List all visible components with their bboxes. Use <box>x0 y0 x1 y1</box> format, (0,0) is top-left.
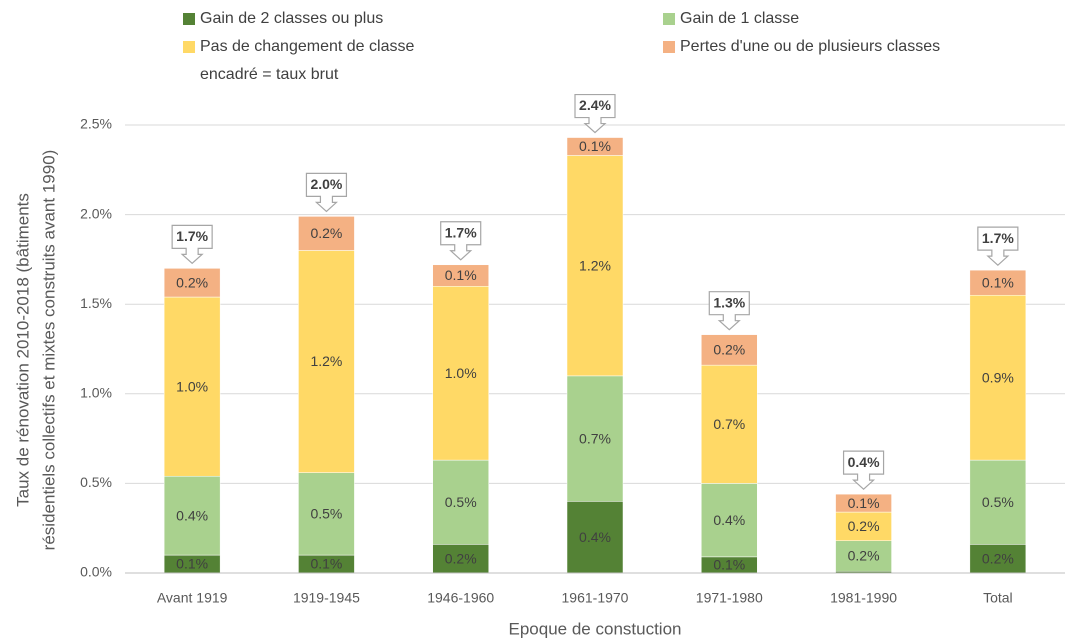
y-axis-title: résidentiels collectifs et mixtes constr… <box>39 150 58 551</box>
total-label: 1.7% <box>445 224 477 240</box>
x-tick-label: 1961-1970 <box>562 590 629 606</box>
x-tick-label: 1981-1990 <box>830 590 897 606</box>
x-tick-label: 1919-1945 <box>293 590 360 606</box>
bar-segment <box>163 268 221 298</box>
total-callout <box>440 221 482 261</box>
legend-swatch <box>183 41 195 53</box>
data-label: 0.1% <box>445 267 477 283</box>
bar-segment <box>701 483 758 558</box>
legend-swatch <box>183 13 195 25</box>
total-label: 1.7% <box>176 228 208 244</box>
data-label: 0.7% <box>579 430 611 446</box>
data-label: 0.2% <box>713 342 745 358</box>
bar-segment <box>432 264 489 287</box>
data-label: 0.7% <box>713 416 745 432</box>
data-label: 0.1% <box>713 557 745 573</box>
data-label: 0.5% <box>445 494 477 510</box>
y-tick-label: 2.5% <box>80 116 112 132</box>
bar-segment <box>835 493 892 513</box>
data-label: 0.2% <box>982 550 1014 566</box>
data-label: 1.2% <box>579 257 611 273</box>
y-axis-title: Taux de rénovation 2010-2018 (bâtiments <box>13 193 32 507</box>
bar-segment <box>969 269 1027 296</box>
y-tick-label: 1.0% <box>80 385 112 401</box>
y-tick-label: 2.0% <box>80 205 112 221</box>
x-tick-label: Total <box>983 590 1013 606</box>
data-label: 0.5% <box>982 494 1014 510</box>
legend-label: Gain de 1 classe <box>680 10 799 27</box>
data-label: 0.1% <box>982 274 1014 290</box>
data-label: 0.5% <box>310 506 342 522</box>
y-tick-label: 1.5% <box>80 295 112 311</box>
data-label: 1.0% <box>445 365 477 381</box>
legend-label: Pas de changement de classe <box>200 38 414 55</box>
data-label: 1.2% <box>310 353 342 369</box>
bar-segment <box>969 544 1027 574</box>
total-label: 0.4% <box>848 454 880 470</box>
total-label: 2.0% <box>310 176 342 192</box>
x-tick-label: 1971-1980 <box>696 590 763 606</box>
data-label: 0.1% <box>310 556 342 572</box>
total-label: 1.7% <box>982 230 1014 246</box>
data-label: 0.2% <box>848 518 880 534</box>
legend-label: Gain de 2 classes ou plus <box>200 10 383 27</box>
data-label: 0.2% <box>445 550 477 566</box>
bar-segment <box>835 511 892 541</box>
data-label: 0.4% <box>579 529 611 545</box>
data-label: 0.1% <box>176 556 208 572</box>
bar-segment <box>566 137 624 156</box>
x-tick-label: Avant 1919 <box>157 590 228 606</box>
bar-segment <box>969 294 1027 461</box>
total-callout <box>305 172 348 213</box>
data-label: 0.4% <box>713 512 745 528</box>
bar-segment <box>566 501 624 574</box>
total-label: 2.4% <box>579 97 611 113</box>
total-label: 1.3% <box>713 294 745 310</box>
legend-label: Pertes d'une ou de plusieurs classes <box>680 38 940 55</box>
bar-segment <box>701 334 758 366</box>
legend-swatch <box>663 41 675 53</box>
data-label: 0.1% <box>579 138 611 154</box>
total-callout <box>171 224 213 265</box>
legend-swatch <box>663 13 675 25</box>
data-label: 0.2% <box>176 274 208 290</box>
x-axis-title: Epoque de constuction <box>509 619 682 638</box>
bar-segment <box>432 459 489 545</box>
total-callout <box>574 93 616 134</box>
y-tick-label: 0.5% <box>80 474 112 490</box>
bar-segment <box>163 296 221 477</box>
total-callout <box>708 291 750 331</box>
legend-note: encadré = taux brut <box>200 66 339 83</box>
total-callout <box>842 450 885 490</box>
bar-segment <box>432 286 489 461</box>
bar-segment <box>701 364 758 484</box>
bar-segment <box>298 216 355 251</box>
y-tick-label: 0.0% <box>80 564 112 580</box>
bar-segment <box>566 375 624 502</box>
data-label: 0.2% <box>848 548 880 564</box>
bar-segment <box>163 475 221 556</box>
data-label: 0.9% <box>982 369 1014 385</box>
bar-segment <box>835 540 892 572</box>
x-tick-label: 1946-1960 <box>427 590 494 606</box>
bar-segment <box>298 472 355 556</box>
total-callout <box>977 226 1019 266</box>
data-label: 1.0% <box>176 378 208 394</box>
data-label: 0.4% <box>176 507 208 523</box>
bar-segment <box>298 250 355 473</box>
data-label: 0.1% <box>848 495 880 511</box>
data-label: 0.2% <box>310 225 342 241</box>
bar-segment <box>566 155 624 377</box>
